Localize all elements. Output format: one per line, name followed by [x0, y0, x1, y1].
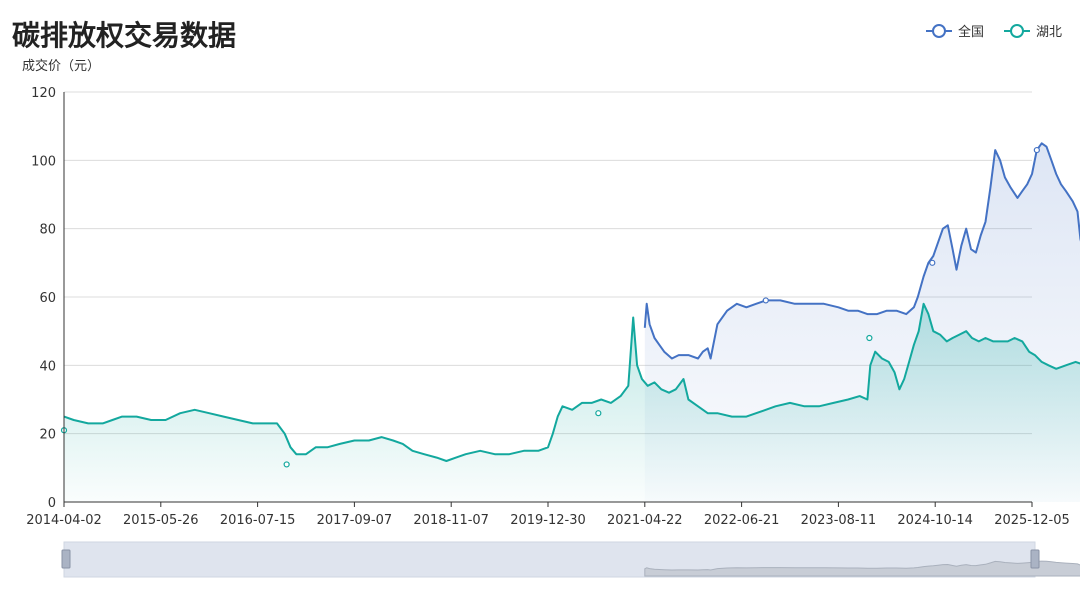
x-tick-label: 2016-07-15	[220, 513, 296, 528]
x-tick-label: 2023-08-11	[801, 513, 877, 528]
y-tick-label: 40	[39, 359, 56, 374]
series-areas	[64, 143, 1080, 502]
series-line-national	[643, 142, 1080, 360]
data-point-hubei	[283, 461, 290, 468]
zoom-handle-left[interactable]	[61, 549, 71, 569]
legend-label-hubei: 湖北	[1036, 25, 1062, 40]
y-tick-label: 120	[31, 86, 56, 101]
x-tick-label: 2017-09-07	[317, 513, 393, 528]
series-lines	[60, 142, 1080, 468]
legend-label-national: 全国	[958, 24, 984, 40]
zoom-handle-right[interactable]	[1030, 549, 1040, 569]
legend-item-hubei[interactable]: 湖北	[1004, 24, 1062, 40]
y-tick-label: 0	[48, 496, 56, 511]
y-tick-label: 20	[39, 428, 56, 443]
x-tick-label: 2021-04-22	[607, 513, 683, 528]
data-point-national	[929, 259, 936, 266]
data-point-hubei	[595, 410, 602, 417]
x-tick-label: 2019-12-30	[510, 513, 586, 528]
data-point-national	[1033, 146, 1040, 154]
data-zoom-slider[interactable]	[61, 541, 1080, 578]
x-tick-label: 2022-06-21	[704, 513, 780, 528]
x-tick-label: 2025-12-05	[994, 513, 1070, 528]
x-tick-label: 2018-11-07	[413, 513, 489, 528]
y-axis-label: 成交价（元）	[22, 58, 100, 74]
data-point-national	[762, 297, 769, 304]
x-tick-label: 2015-05-26	[123, 513, 199, 528]
x-tick-label: 2024-10-14	[897, 513, 973, 528]
y-tick-label: 60	[39, 291, 56, 306]
y-tick-label: 100	[31, 154, 56, 169]
legend-item-national[interactable]: 全国	[926, 24, 984, 40]
y-tick-label: 80	[39, 223, 56, 238]
legend[interactable]: 全国 湖北	[926, 24, 1062, 40]
x-axis: 2014-04-02 2015-05-26 2016-07-15 2017-09-07…	[26, 502, 1070, 528]
series-area-hubei	[64, 303, 1080, 502]
chart-title: 碳排放权交易数据	[12, 19, 236, 52]
data-point-hubei	[866, 334, 873, 342]
series-line-hubei	[63, 302, 1080, 462]
zoom-preview-line	[644, 560, 1080, 577]
x-tick-label: 2014-04-02	[26, 513, 102, 528]
y-axis: 0 20 40 60 80 100 120	[31, 86, 56, 511]
